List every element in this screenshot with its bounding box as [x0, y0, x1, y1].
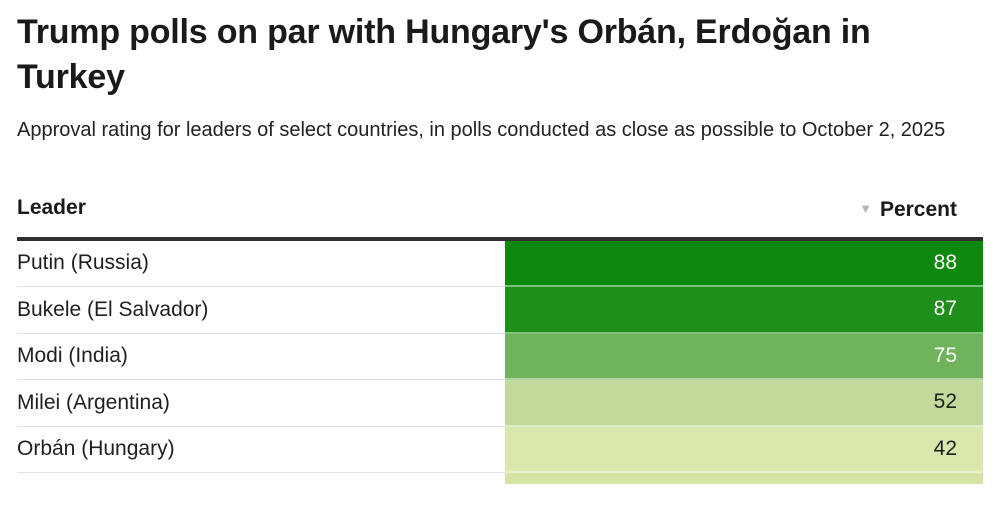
leader-cell: Putin (Russia) — [17, 240, 505, 287]
article-chart-container: Trump polls on par with Hungary's Orbán,… — [17, 13, 983, 484]
table-header-row: Leader ▼ Percent — [17, 196, 983, 241]
leader-cell — [17, 473, 505, 484]
column-header-percent[interactable]: ▼ Percent — [859, 198, 983, 222]
leader-cell: Modi (India) — [17, 333, 505, 380]
table-row: Orbán (Hungary) 42 — [17, 426, 983, 473]
table-row: Milei (Argentina) 52 — [17, 380, 983, 427]
percent-cell: 88 — [505, 240, 983, 287]
table-row: Putin (Russia) 88 — [17, 240, 983, 287]
table-body: Putin (Russia) 88 Bukele (El Salvador) 8… — [17, 240, 983, 484]
table-row — [17, 473, 983, 484]
chart-title: Trump polls on par with Hungary's Orbán,… — [17, 13, 871, 96]
leaders-approval-table: Leader ▼ Percent Putin (Russia) 88 Bukel… — [17, 196, 983, 484]
leader-cell: Orbán (Hungary) — [17, 426, 505, 473]
table-row: Bukele (El Salvador) 87 — [17, 287, 983, 334]
percent-cell: 52 — [505, 380, 983, 427]
leader-cell: Bukele (El Salvador) — [17, 287, 505, 334]
leader-cell: Milei (Argentina) — [17, 380, 505, 427]
percent-cell: 87 — [505, 287, 983, 334]
column-header-percent-label: Percent — [879, 197, 957, 221]
column-header-leader[interactable]: Leader — [17, 196, 86, 219]
percent-cell: 75 — [505, 333, 983, 380]
percent-cell — [505, 473, 983, 484]
table-row: Modi (India) 75 — [17, 333, 983, 380]
percent-cell: 42 — [505, 426, 983, 473]
sort-descending-icon: ▼ — [859, 201, 872, 216]
chart-subtitle: Approval rating for leaders of select co… — [17, 119, 946, 141]
